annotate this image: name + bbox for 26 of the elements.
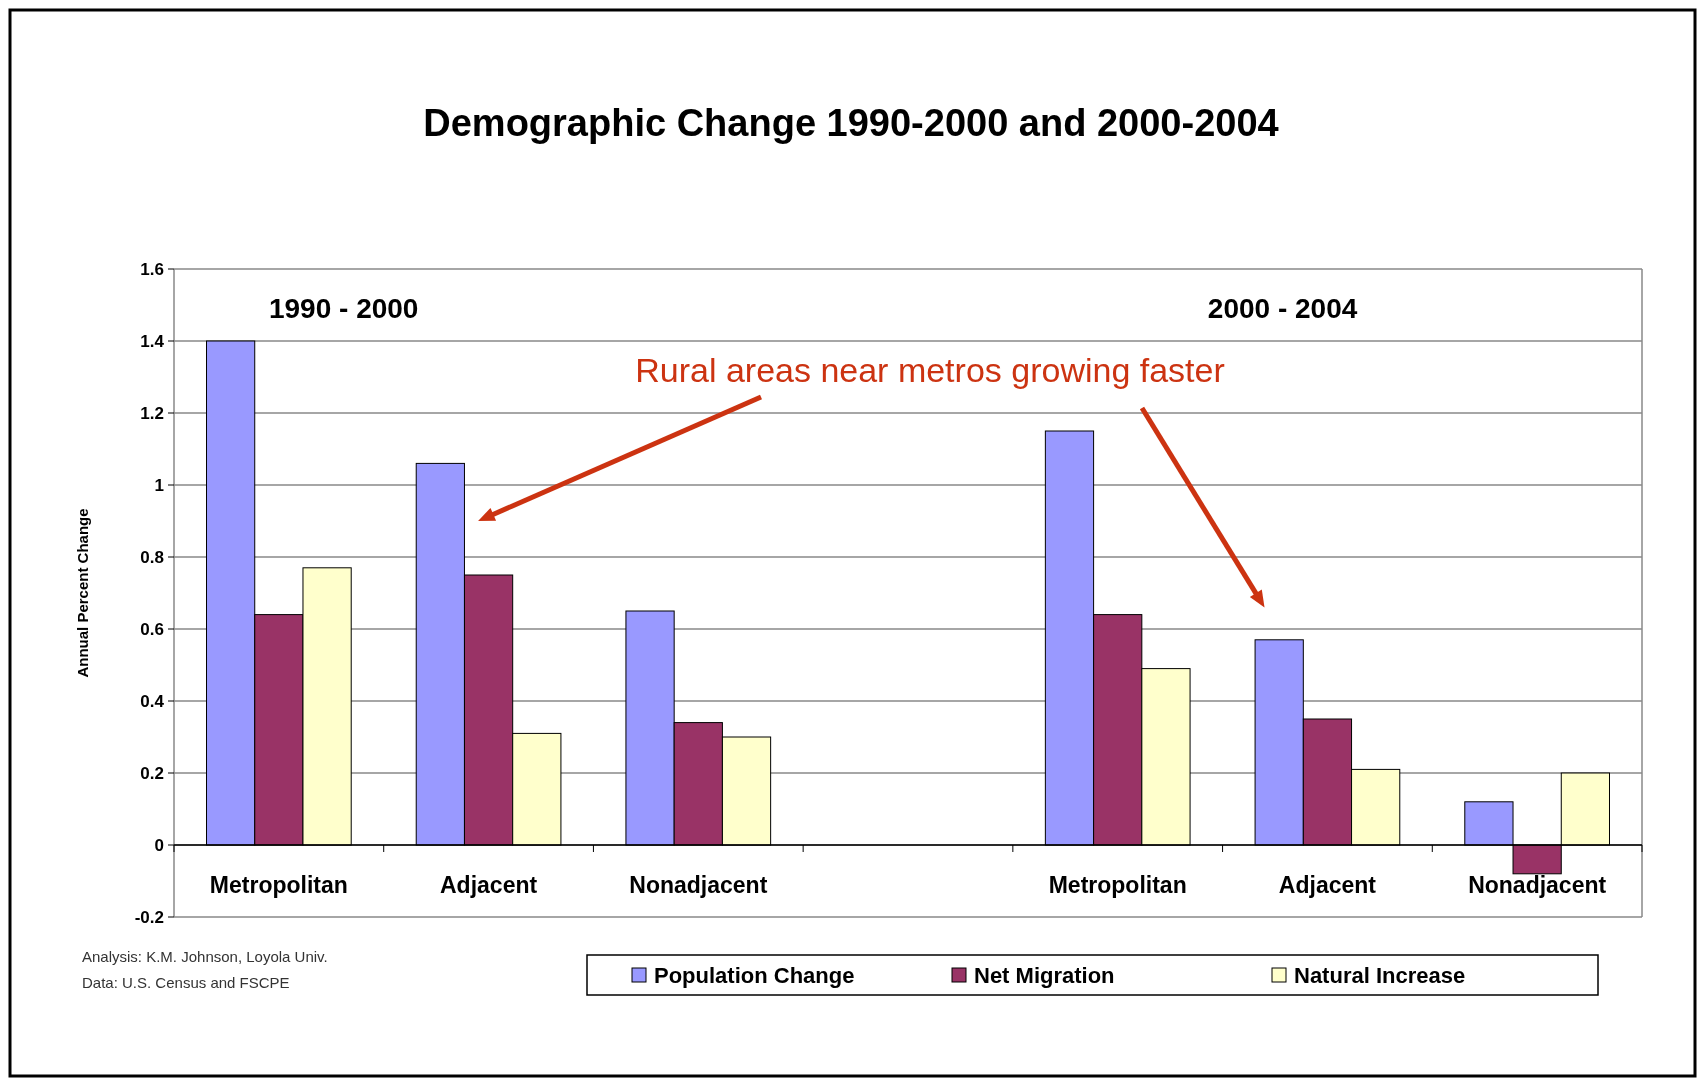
y-tick-label: 0.8 [140, 547, 164, 567]
y-tick-label: 0.6 [140, 619, 164, 639]
legend-label: Natural Increase [1294, 962, 1466, 988]
x-tick-label: Metropolitan [209, 872, 348, 898]
chart-title: Demographic Change 1990-2000 and 2000-2004 [423, 102, 1279, 144]
y-tick-label: 1.4 [140, 331, 165, 351]
y-tick-label: 0 [154, 835, 164, 855]
annotation: 1990 - 2000 [268, 293, 419, 324]
x-tick-label: Adjacent [1278, 872, 1377, 898]
x-tick-label: Metropolitan [1048, 872, 1187, 898]
text: Data: U.S. Census and FSCPE [82, 974, 290, 991]
y-tick-label: 0.2 [140, 763, 164, 783]
y-tick-label: 1 [154, 475, 164, 495]
y-tick-label: -0.2 [134, 907, 164, 927]
y-tick-label: 1.6 [140, 259, 164, 279]
x-tick-label: Nonadjacent [629, 872, 768, 898]
legend-label: Net Migration [974, 962, 1115, 988]
text: Analysis: K.M. Johnson, Loyola Univ. [82, 948, 328, 965]
y-tick-label: 1.2 [140, 403, 164, 423]
y-axis-title: Annual Percent Change [74, 508, 91, 678]
x-tick-label: Adjacent [440, 872, 538, 898]
legend-label: Population Change [654, 962, 855, 988]
x-tick-label: Nonadjacent [1468, 872, 1607, 898]
y-tick-label: 0.4 [140, 691, 165, 711]
annotation: 2000 - 2004 [1207, 293, 1358, 324]
annotation: Rural areas near metros growing faster [635, 351, 1225, 389]
